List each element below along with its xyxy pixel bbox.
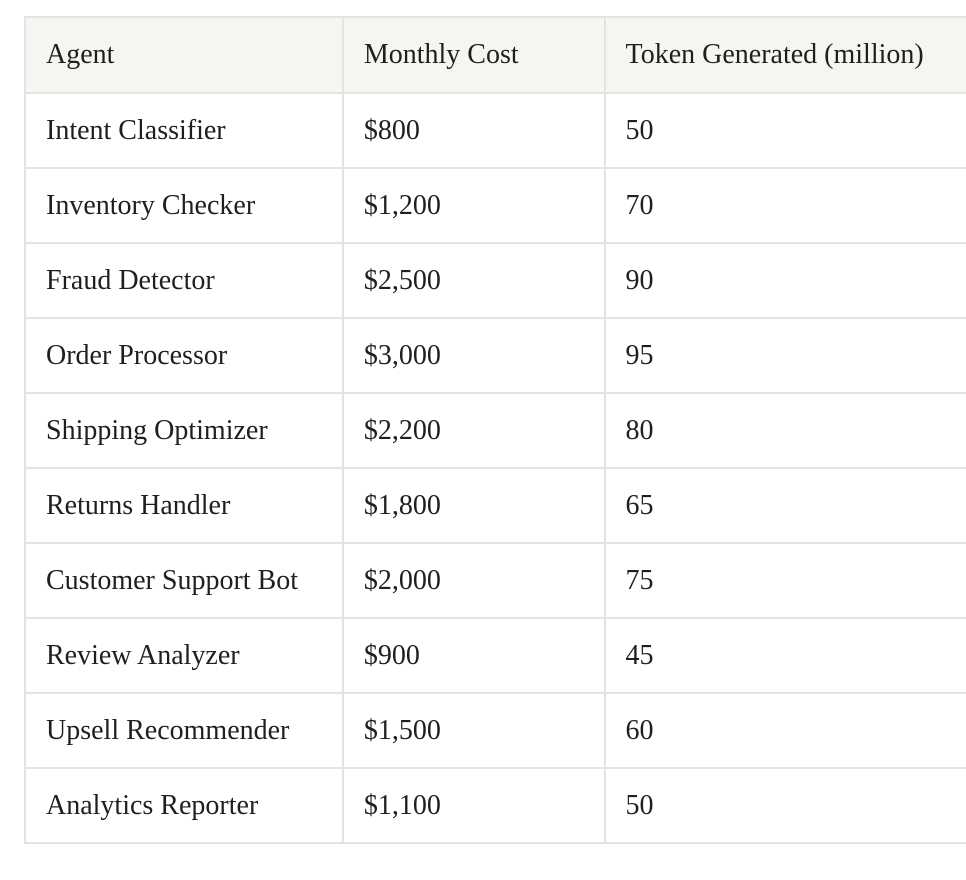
- cell-monthly-cost: $3,000: [341, 317, 606, 394]
- cell-monthly-cost: $2,500: [341, 242, 606, 319]
- cell-agent: Order Processor: [24, 317, 344, 394]
- cell-monthly-cost: $800: [341, 92, 606, 169]
- cell-agent: Upsell Recommender: [24, 692, 344, 769]
- cell-agent: Inventory Checker: [24, 167, 344, 244]
- table-row: Review Analyzer $900 45: [24, 617, 966, 694]
- table-row: Intent Classifier $800 50: [24, 92, 966, 169]
- table-header: Agent Monthly Cost Token Generated (mill…: [24, 16, 966, 94]
- cell-tokens: 50: [603, 92, 966, 169]
- cell-tokens: 90: [603, 242, 966, 319]
- table-row: Inventory Checker $1,200 70: [24, 167, 966, 244]
- cell-agent: Review Analyzer: [24, 617, 344, 694]
- header-agent: Agent: [24, 16, 344, 94]
- header-row: Agent Monthly Cost Token Generated (mill…: [24, 16, 966, 94]
- cell-tokens: 45: [603, 617, 966, 694]
- cell-agent: Fraud Detector: [24, 242, 344, 319]
- cell-monthly-cost: $2,200: [341, 392, 606, 469]
- cell-tokens: 50: [603, 767, 966, 844]
- table-row: Returns Handler $1,800 65: [24, 467, 966, 544]
- cell-tokens: 80: [603, 392, 966, 469]
- cell-agent: Intent Classifier: [24, 92, 344, 169]
- agent-cost-table: Agent Monthly Cost Token Generated (mill…: [24, 16, 966, 844]
- cell-tokens: 65: [603, 467, 966, 544]
- table-row: Upsell Recommender $1,500 60: [24, 692, 966, 769]
- cell-agent: Customer Support Bot: [24, 542, 344, 619]
- table-container: Agent Monthly Cost Token Generated (mill…: [24, 16, 966, 844]
- cell-monthly-cost: $1,800: [341, 467, 606, 544]
- header-monthly-cost: Monthly Cost: [341, 16, 606, 94]
- cell-tokens: 95: [603, 317, 966, 394]
- cell-tokens: 75: [603, 542, 966, 619]
- table-row: Shipping Optimizer $2,200 80: [24, 392, 966, 469]
- cell-tokens: 70: [603, 167, 966, 244]
- table-row: Customer Support Bot $2,000 75: [24, 542, 966, 619]
- cell-agent: Analytics Reporter: [24, 767, 344, 844]
- cell-monthly-cost: $2,000: [341, 542, 606, 619]
- table-body: Intent Classifier $800 50 Inventory Chec…: [24, 92, 966, 844]
- table-row: Analytics Reporter $1,100 50: [24, 767, 966, 844]
- cell-agent: Shipping Optimizer: [24, 392, 344, 469]
- cell-monthly-cost: $900: [341, 617, 606, 694]
- cell-tokens: 60: [603, 692, 966, 769]
- cell-monthly-cost: $1,100: [341, 767, 606, 844]
- cell-agent: Returns Handler: [24, 467, 344, 544]
- header-tokens-generated: Token Generated (million): [603, 16, 966, 94]
- table-row: Fraud Detector $2,500 90: [24, 242, 966, 319]
- table-row: Order Processor $3,000 95: [24, 317, 966, 394]
- cell-monthly-cost: $1,500: [341, 692, 606, 769]
- cell-monthly-cost: $1,200: [341, 167, 606, 244]
